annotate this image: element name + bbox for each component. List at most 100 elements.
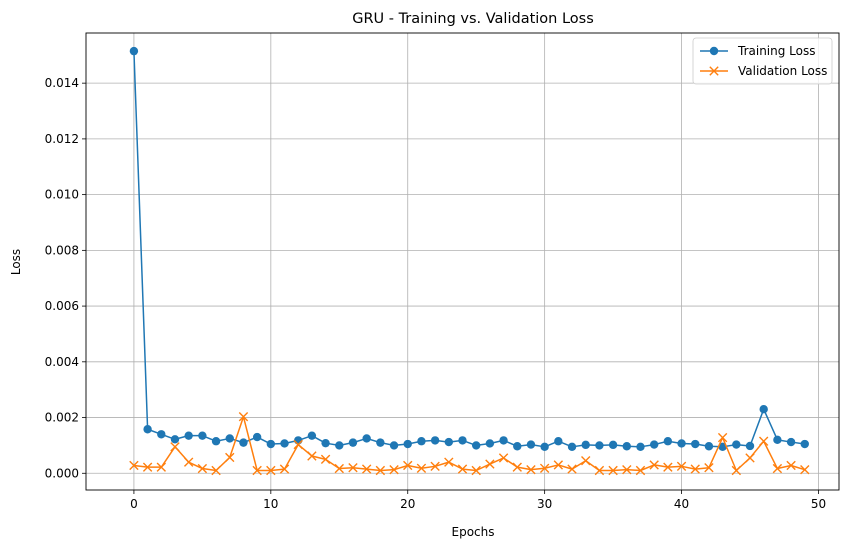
data-point <box>663 437 673 446</box>
data-point <box>417 437 426 446</box>
data-point <box>430 436 440 445</box>
data-point <box>676 461 687 472</box>
data-point <box>389 464 399 475</box>
data-point <box>375 465 386 476</box>
legend: Training Loss Validation Loss <box>692 37 833 85</box>
data-point <box>567 442 577 452</box>
data-point <box>293 439 303 450</box>
data-point <box>362 434 371 443</box>
y-tick-label: 0.002 <box>45 411 79 425</box>
y-tick-label: 0.000 <box>45 466 79 480</box>
data-point <box>197 463 208 474</box>
data-point <box>416 463 427 473</box>
data-point <box>581 440 590 450</box>
data-point <box>129 460 139 471</box>
data-point <box>622 464 632 475</box>
data-point <box>348 438 358 447</box>
data-point <box>513 442 522 451</box>
data-point <box>294 436 303 445</box>
data-point <box>608 465 618 476</box>
data-point <box>539 463 550 473</box>
data-point <box>704 442 714 451</box>
data-point <box>649 460 659 470</box>
y-tick-label: 0.006 <box>45 299 79 313</box>
data-point <box>636 442 645 452</box>
data-point <box>157 430 166 439</box>
legend-item: Training Loss <box>700 44 815 58</box>
data-point <box>211 437 221 446</box>
y-tick-label: 0.012 <box>45 132 79 146</box>
data-point <box>225 452 235 463</box>
data-point <box>335 441 344 450</box>
data-point <box>745 441 755 451</box>
y-axis-label: Loss <box>9 249 23 275</box>
x-tick-label: 50 <box>811 497 826 511</box>
data-point <box>279 464 290 474</box>
data-point <box>403 460 413 471</box>
data-point <box>553 460 564 470</box>
data-point <box>307 451 317 461</box>
x-tick-label: 0 <box>130 497 138 511</box>
data-point <box>745 453 755 463</box>
data-point <box>239 438 248 447</box>
x-axis-label: Epochs <box>452 525 495 539</box>
data-point <box>594 465 605 476</box>
data-point <box>499 436 508 445</box>
data-point <box>252 432 262 442</box>
data-point <box>471 441 481 450</box>
data-point <box>348 463 358 473</box>
series-line <box>133 415 805 472</box>
data-point <box>800 439 809 449</box>
data-point <box>554 437 563 446</box>
series-validation-loss <box>129 412 810 476</box>
data-point <box>471 465 481 476</box>
data-point <box>732 440 741 449</box>
data-point <box>444 437 454 447</box>
y-tick-label: 0.014 <box>45 76 79 90</box>
legend-label: Validation Loss <box>738 64 827 78</box>
data-point <box>334 463 344 474</box>
data-point <box>252 465 262 476</box>
y-tick-label: 0.004 <box>45 355 79 369</box>
data-point <box>376 438 385 447</box>
data-point <box>512 462 522 472</box>
x-axis: 0 10 20 30 40 50 <box>130 490 826 511</box>
chart-title: GRU - Training vs. Validation Loss <box>352 11 594 27</box>
data-point <box>540 442 549 452</box>
data-point <box>198 431 207 440</box>
data-point <box>731 465 742 476</box>
data-point <box>142 462 153 472</box>
x-tick-label: 20 <box>400 497 415 511</box>
data-point <box>663 462 673 472</box>
data-point <box>498 453 509 463</box>
data-point <box>307 431 317 440</box>
series-layer <box>129 46 810 476</box>
data-point <box>717 432 728 443</box>
data-point <box>691 439 700 449</box>
legend-marker <box>709 66 719 76</box>
data-point <box>430 461 440 472</box>
data-point <box>129 46 139 56</box>
data-point <box>170 435 180 444</box>
data-point <box>690 464 700 474</box>
data-point <box>457 464 468 474</box>
x-tick-label: 40 <box>674 497 689 511</box>
data-point <box>225 434 234 443</box>
data-point <box>183 457 194 467</box>
data-point <box>485 439 495 448</box>
y-tick-label: 0.008 <box>45 243 79 257</box>
y-tick-label: 0.010 <box>45 188 79 202</box>
data-point <box>581 456 591 466</box>
legend-marker <box>709 46 719 56</box>
data-point <box>759 436 769 446</box>
series-training-loss <box>129 46 809 452</box>
data-point <box>567 464 577 474</box>
grid <box>86 33 839 490</box>
data-point <box>677 439 686 448</box>
data-point <box>772 463 783 474</box>
legend-box <box>692 37 833 85</box>
data-point <box>786 460 796 471</box>
x-tick-label: 30 <box>537 497 552 511</box>
